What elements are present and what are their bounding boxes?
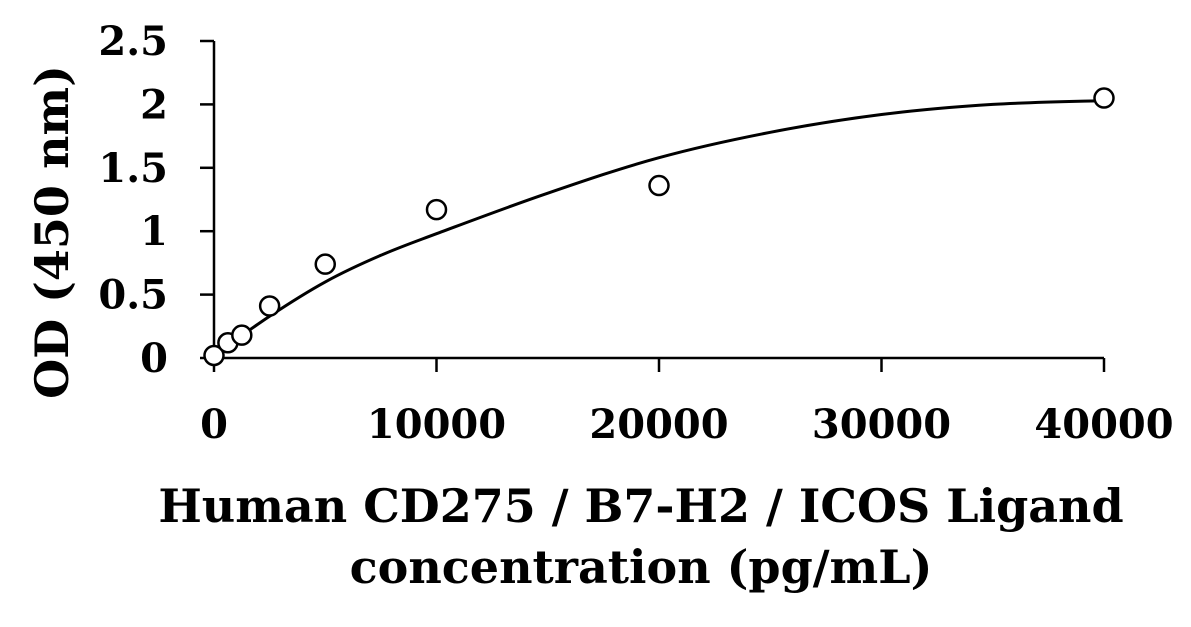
y-tick-label: 1 [140,208,168,255]
data-point [1093,87,1115,109]
fit-curve-layer [213,99,1105,357]
data-point [258,295,281,317]
y-axis-label: OD (450 nm) [25,65,79,399]
axis-labels: Human CD275 / B7-H2 / ICOS Ligand concen… [25,65,1124,594]
data-point [648,174,670,197]
data-point [314,253,336,275]
data-point [203,344,225,367]
x-tick-label: 20000 [589,401,728,448]
fit-curve [213,99,1105,357]
data-point [425,198,448,221]
x-tick-label: 30000 [812,401,951,448]
x-tick-label: 0 [200,401,228,448]
y-tick-label: 2.5 [98,18,168,65]
y-tick-label: 0 [140,335,168,382]
x-axis-label-line-1: Human CD275 / B7-H2 / ICOS Ligand [158,479,1123,533]
x-tick-label: 40000 [1034,401,1173,448]
axis-ticks: 0 0.5 1 1.5 2 2.5 0 10000 20000 30000 40000 [98,18,1173,448]
y-tick-label: 1.5 [98,145,168,192]
axes [212,41,1104,360]
data-point [231,324,253,346]
y-tick-label: 2 [140,81,168,128]
x-axis-label-line-2: concentration (pg/mL) [350,540,933,594]
data-points-layer [203,87,1115,367]
x-tick-label: 10000 [367,401,506,448]
y-tick-label: 0.5 [98,272,168,319]
